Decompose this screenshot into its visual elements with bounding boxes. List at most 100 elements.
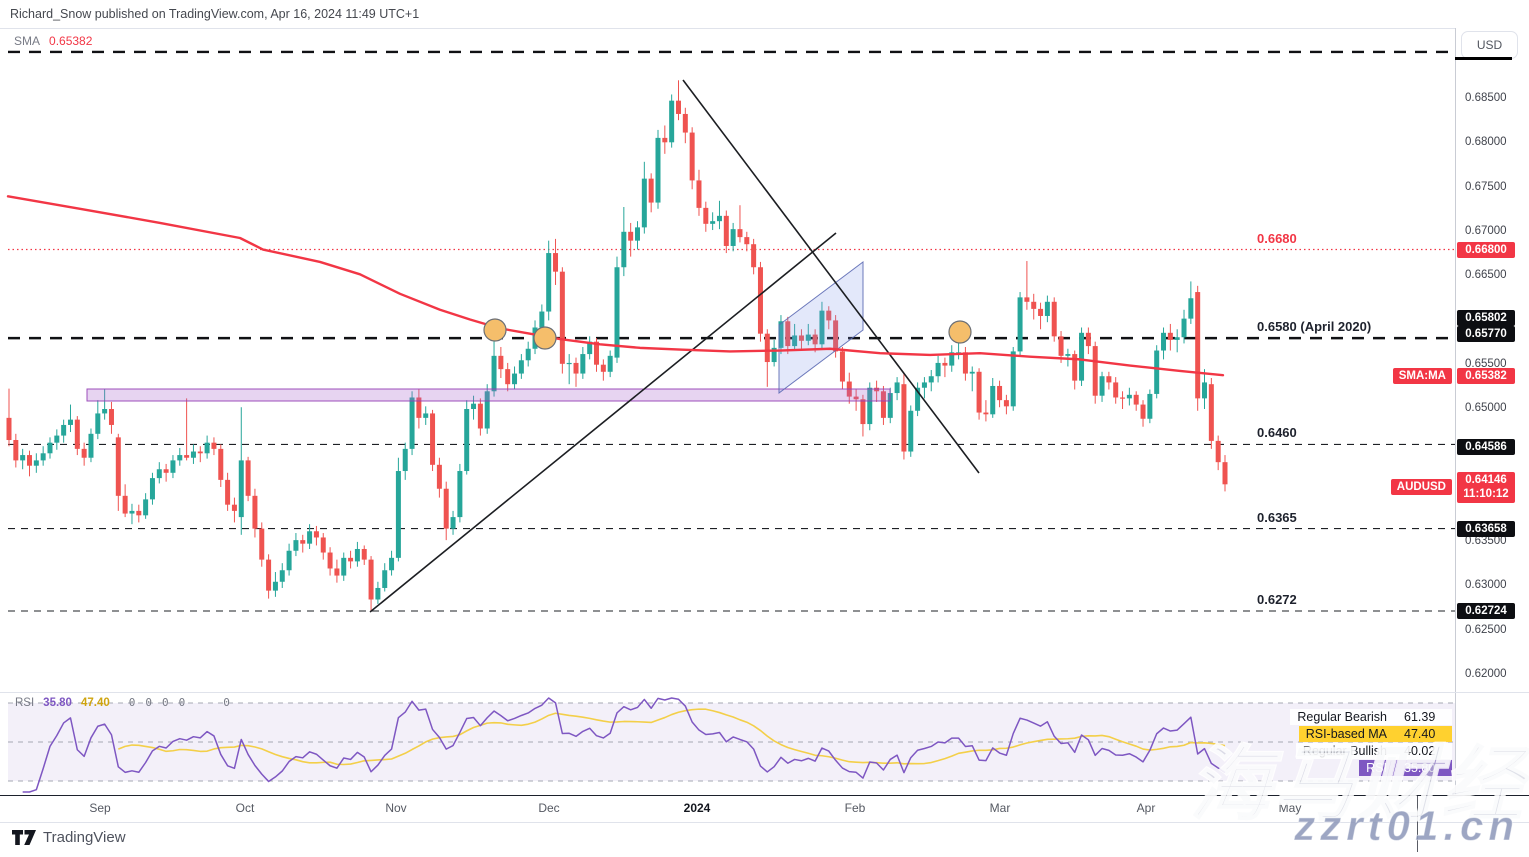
candle-body <box>901 384 907 452</box>
price-badge: 0.62724 <box>1457 603 1515 619</box>
candle-body <box>573 362 579 374</box>
candle-body <box>368 559 374 600</box>
candle-body <box>1065 354 1071 356</box>
candle-body <box>464 409 470 472</box>
price-tick-label: 0.65000 <box>1465 402 1507 414</box>
candle-body <box>1147 393 1153 419</box>
candle-body <box>921 382 927 388</box>
regular-bullish-row: Regular Bullish 40.02 <box>1295 743 1452 759</box>
price-tick-label: 0.62500 <box>1465 623 1507 636</box>
candle-body <box>1120 397 1126 399</box>
candle-body <box>163 469 169 473</box>
header-divider <box>0 28 1529 29</box>
candle-body <box>662 137 668 143</box>
price-badge: 0.65382 <box>1457 368 1515 384</box>
rsi-line <box>22 697 1226 793</box>
candle-body <box>587 341 593 355</box>
candle-body <box>477 403 483 429</box>
candle-body <box>716 215 722 222</box>
time-axis[interactable]: Sep Oct Nov Dec 2024 Feb Mar Apr May <box>0 796 1529 822</box>
candle-body <box>266 559 272 591</box>
candle-body <box>122 495 128 514</box>
rsi-based-ma-label: RSI-based MA <box>1298 726 1394 742</box>
price-level-label: 0.6272 <box>1257 592 1297 607</box>
price-badge: 0.63658 <box>1457 521 1515 537</box>
rsi-zero-value: 0 <box>223 696 230 709</box>
candle-body <box>798 335 804 341</box>
candle-body <box>723 215 729 246</box>
candle-body <box>1126 394 1132 399</box>
candle-body <box>546 253 552 312</box>
candle-body <box>730 229 736 246</box>
candle-body <box>1024 297 1030 302</box>
candle-body <box>382 570 388 588</box>
publish-header: Richard_Snow published on TradingView.co… <box>10 7 420 21</box>
candle-body <box>190 451 196 458</box>
sma-indicator-legend[interactable]: SMA 0.65382 <box>14 34 92 48</box>
candle-body <box>416 397 422 418</box>
candle-body <box>990 385 996 415</box>
tradingview-attribution[interactable]: TradingView <box>12 829 126 846</box>
candle-body <box>491 355 497 392</box>
candle-body <box>607 355 613 372</box>
candle-body <box>286 550 292 571</box>
time-axis-label: May <box>1278 801 1302 815</box>
price-tick-label: 0.65500 <box>1465 357 1507 370</box>
candle-body <box>744 237 750 245</box>
candle-body <box>81 448 87 458</box>
candle-body <box>1140 404 1146 419</box>
price-tick-label: 0.67000 <box>1465 224 1507 237</box>
candle-body <box>812 334 818 345</box>
time-axis-label: Dec <box>538 801 560 815</box>
rsi-zero-value: 0 <box>145 696 152 709</box>
candle-body <box>580 354 586 374</box>
candle-body <box>751 244 757 268</box>
candle-body <box>935 362 941 377</box>
regular-bullish-label: Regular Bullish <box>1295 743 1394 759</box>
currency-toggle-button[interactable]: USD <box>1461 31 1518 59</box>
time-axis-label: Sep <box>89 801 111 815</box>
candle-body <box>928 376 934 383</box>
candle-body <box>313 531 319 538</box>
candle-body <box>628 231 634 241</box>
pane-separator[interactable] <box>0 692 1529 693</box>
time-axis-label: Oct <box>235 801 255 815</box>
candle-body <box>115 437 121 496</box>
candle-body <box>272 581 278 591</box>
candle-body <box>409 397 415 449</box>
candle-body <box>976 371 982 413</box>
candle-body <box>238 460 244 518</box>
candle-body <box>102 409 108 414</box>
candle-body <box>1099 376 1105 396</box>
price-level-label: 0.6365 <box>1257 509 1297 525</box>
candle-body <box>669 100 675 143</box>
crossover-marker <box>948 320 972 344</box>
sma-line <box>6 195 1225 377</box>
rsi-ma-legend-value: 47.40 <box>80 696 110 709</box>
candle-body <box>67 419 73 425</box>
time-axis-label: 2024 <box>683 801 711 815</box>
candle-body <box>983 412 989 415</box>
candle-body <box>505 369 511 385</box>
rsi-current-label: RSI <box>1359 760 1394 776</box>
time-axis-label: Apr <box>1136 801 1156 815</box>
candle-body <box>457 471 463 518</box>
candle-body <box>108 409 114 425</box>
candle-body <box>54 435 60 443</box>
candle-body <box>1092 346 1098 396</box>
candle-body <box>874 387 880 392</box>
rsi-zero-value: 0 <box>178 696 186 709</box>
candle-body <box>26 455 32 466</box>
price-axis[interactable]: 0.68500 0.68000 0.67500 0.67000 0.66500 0.655… <box>1455 28 1529 822</box>
bull-flag-channel <box>778 261 864 394</box>
candle-body <box>826 310 832 321</box>
time-axis-bottom-border <box>0 822 1529 823</box>
time-axis-grip[interactable] <box>1417 796 1418 852</box>
sma-legend-label: SMA <box>14 34 41 48</box>
candle-body <box>1010 351 1016 407</box>
price-badge: 0.64586 <box>1457 439 1515 455</box>
price-level-label: 0.6460 <box>1257 425 1297 441</box>
candle-body <box>74 419 80 449</box>
